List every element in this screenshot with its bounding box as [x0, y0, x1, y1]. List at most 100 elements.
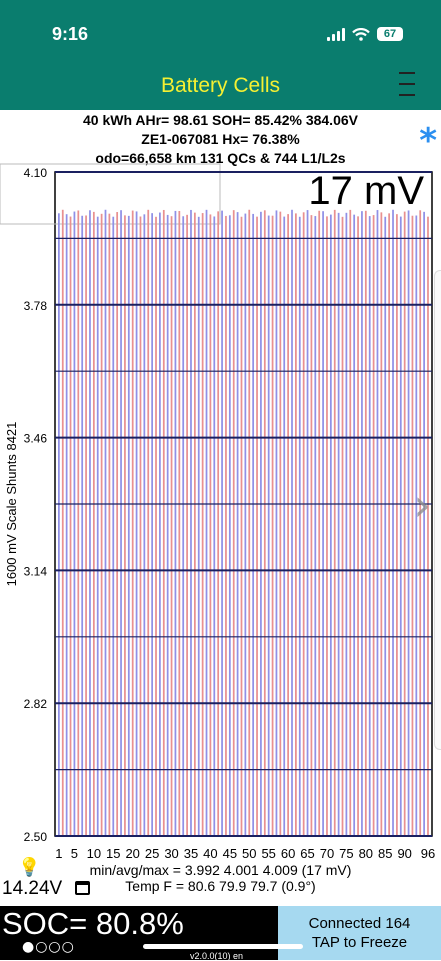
cell-bar [248, 209, 251, 836]
wifi-icon [352, 27, 370, 41]
clock: 9:16 [52, 24, 89, 44]
hamburger-menu-icon[interactable] [399, 71, 415, 97]
cell-bar [69, 216, 72, 836]
cell-bar [201, 213, 204, 836]
x-tick-label: 35 [184, 846, 198, 861]
cell-bar [399, 216, 402, 837]
x-tick-label: 96 [421, 846, 435, 861]
cell-bar [135, 211, 138, 837]
cell-bar [127, 215, 130, 836]
y-tick-label: 3.46 [24, 432, 48, 446]
cell-bar [403, 211, 406, 836]
cell-bar [116, 212, 119, 836]
x-tick-label: 40 [203, 846, 217, 861]
summary-line-2: ZE1-067081 Hx= 76.38% [141, 131, 300, 147]
cell-bar [193, 212, 196, 837]
x-tick-label: 1 [55, 846, 62, 861]
x-tick-label: 80 [359, 846, 373, 861]
cell-bar [337, 212, 340, 837]
cell-bar [326, 216, 328, 836]
cell-bar [407, 210, 410, 836]
x-tick-label: 10 [87, 846, 101, 861]
temperature: Temp F = 80.6 79.9 79.7 (0.9°) [125, 878, 316, 894]
cell-bar [139, 216, 142, 836]
y-axis-label: 1600 mV Scale Shunts 8421 [4, 422, 19, 587]
cell-bar [310, 215, 313, 837]
page-indicator[interactable]: ●○○○ [22, 939, 75, 955]
x-tick-label: 5 [71, 846, 78, 861]
connection-button[interactable]: Connected 164 TAP to Freeze [278, 906, 441, 960]
cell-voltage-chart[interactable]: 4.10 3.78 3.46 3.14 2.82 2.50 1 5 10 15 20 25 30 35 40… [0, 160, 441, 868]
cell-bar [271, 215, 274, 837]
cell-bar [423, 211, 425, 837]
status-icons: 67 [327, 27, 403, 41]
cell-bar [411, 215, 414, 837]
cell-bar [178, 211, 181, 837]
cell-bar [260, 211, 262, 836]
x-tick-label: 90 [397, 846, 411, 861]
cell-bar [314, 216, 317, 837]
cell-bar [65, 214, 68, 837]
cell-bar [61, 209, 64, 836]
cell-bar [361, 211, 363, 836]
cell-bar [155, 216, 157, 836]
cell-bar [228, 215, 231, 836]
y-tick-label: 4.10 [24, 166, 48, 180]
chart-svg: 4.10 3.78 3.46 3.14 2.82 2.50 1 5 10 15 20 25 30 35 40… [0, 163, 435, 861]
cell-bar [333, 209, 336, 837]
cell-bar [170, 216, 173, 836]
cell-bar [364, 210, 367, 836]
cell-bar [182, 216, 185, 837]
cell-bar [291, 209, 293, 836]
chevron-right-icon[interactable]: › [413, 480, 431, 531]
cell-bar [376, 210, 379, 836]
x-tick-label: 50 [242, 846, 256, 861]
cell-bar [213, 216, 216, 836]
cell-bar [419, 210, 422, 836]
bluetooth-icon[interactable]: * [419, 121, 437, 161]
x-tick-label: 45 [223, 846, 237, 861]
x-tick-label: 70 [320, 846, 334, 861]
battery-icon: 67 [377, 27, 403, 41]
x-tick-label: 15 [106, 846, 120, 861]
cell-bar [205, 209, 208, 836]
x-tick-label: 55 [261, 846, 275, 861]
side-panel-edge [434, 270, 441, 750]
cell-bar [225, 215, 227, 837]
cell-bar [217, 211, 220, 836]
bottom-bar: SOC= 80.8% ●○○○ v2.0.0(10) en Connected … [0, 906, 441, 961]
cell-bar [392, 209, 394, 836]
lightbulb-icon[interactable]: 💡 [18, 857, 41, 878]
cell-bar [252, 213, 255, 837]
cell-bar [329, 214, 332, 836]
connection-status: Connected 164 [308, 915, 411, 932]
cell-bar [267, 215, 270, 837]
cell-bar [58, 213, 60, 837]
version-label: v2.0.0(10) en [190, 951, 244, 961]
x-tick-label: 85 [378, 846, 392, 861]
cell-bar [73, 211, 76, 837]
cell-bar [92, 211, 95, 836]
home-indicator [143, 944, 303, 949]
cell-bar [197, 216, 200, 837]
cell-bar [353, 214, 356, 837]
cell-bar [322, 211, 324, 836]
cell-bar [368, 216, 371, 836]
y-tick-label: 3.14 [24, 564, 48, 578]
cell-bar [388, 213, 391, 836]
cell-bar [81, 215, 84, 837]
summary-line-1: 40 kWh AHr= 98.61 SOH= 85.42% 384.06V [83, 112, 358, 128]
cellular-signal-icon [327, 27, 345, 41]
cell-bar [349, 209, 352, 836]
cell-bar [295, 213, 297, 836]
x-tick-label: 65 [300, 846, 314, 861]
cell-bar [159, 212, 161, 836]
cell-bar [244, 213, 247, 836]
soc-readout: SOC= 80.8% [2, 906, 184, 941]
cell-bar [306, 210, 309, 836]
cell-bar [318, 210, 321, 836]
y-tick-label: 3.78 [24, 299, 48, 313]
cell-bar [131, 210, 134, 837]
cell-bar [85, 215, 87, 837]
calendar-icon[interactable] [75, 881, 90, 895]
